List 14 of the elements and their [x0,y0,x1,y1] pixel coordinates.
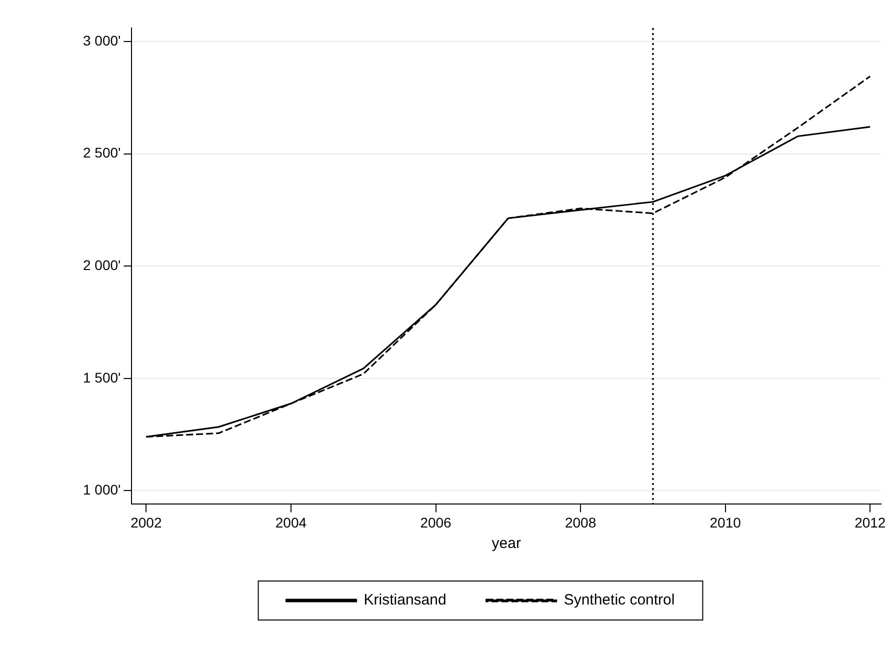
y-tick-label: 1 000' [82,482,121,498]
legend-label: Synthetic control [564,592,675,609]
x-tick-label: 2012 [854,514,886,530]
y-tick-label: 2 000' [82,256,121,273]
legend-label: Kristiansand [364,592,446,609]
y-tick-label: 2 500' [82,144,121,161]
x-tick-label: 2010 [710,514,742,530]
x-axis-title: year [492,535,521,552]
x-tick-label: 2002 [130,514,162,530]
x-tick-label: 2008 [564,514,596,530]
y-tick-label: 3 000' [82,32,121,48]
y-tick-label: 1 500' [82,369,121,386]
x-tick-label: 2004 [275,514,307,530]
x-tick-label: 2006 [420,514,452,530]
